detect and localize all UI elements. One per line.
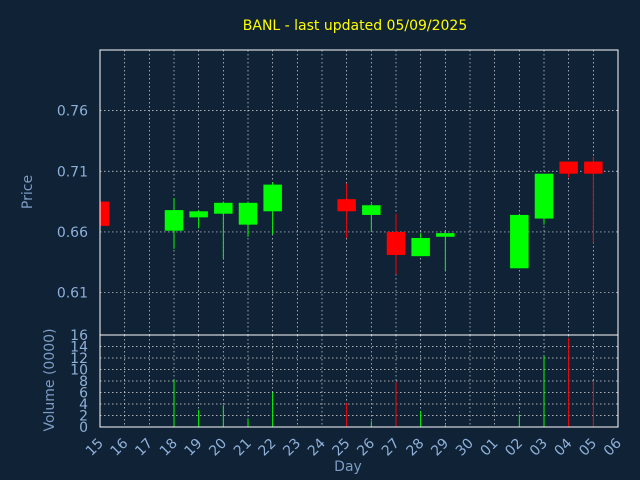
volume-bars: [173, 337, 594, 427]
x-tick-label: 26: [354, 435, 378, 459]
candle-21: [238, 201, 258, 237]
candle-28: [411, 233, 430, 257]
x-tick-label: 01: [478, 436, 502, 460]
volume-tick-label: 16: [70, 328, 88, 344]
candle-18: [164, 197, 184, 249]
candle-body: [386, 231, 406, 255]
candle-body: [100, 201, 110, 226]
x-tick-label: 23: [280, 436, 304, 460]
candle-body: [238, 202, 258, 225]
candle-25: [337, 183, 356, 238]
x-tick-label: 15: [83, 436, 107, 460]
candle-20: [214, 201, 233, 259]
plot-frames: [99, 49, 619, 428]
x-tick-label: 28: [404, 436, 428, 460]
volume-tick-label: 8: [79, 374, 88, 390]
price-axis-label: Price: [20, 175, 36, 209]
candle-02: [510, 213, 529, 269]
candles: [99, 156, 603, 275]
price-tick-label: 0.71: [57, 164, 88, 180]
price-tick-label: 0.61: [57, 286, 88, 302]
candle-body: [164, 210, 184, 231]
candle-27: [386, 213, 406, 275]
x-tick-label: 18: [157, 436, 181, 460]
x-tick-label: 19: [182, 436, 206, 460]
x-tick-label: 22: [256, 436, 280, 460]
candle-22: [263, 182, 282, 235]
x-tick-label: 24: [305, 435, 329, 459]
x-tick-label: 27: [379, 436, 403, 460]
volume-tick-label: 0: [79, 420, 88, 436]
candle-19: [189, 210, 208, 229]
candle-29: [436, 231, 455, 271]
x-tick-label: 16: [108, 435, 132, 459]
x-tick-label: 06: [601, 435, 625, 459]
candle-body: [411, 237, 430, 257]
candle-05: [584, 156, 603, 243]
price-tick-label: 0.66: [57, 225, 88, 241]
candle-body: [214, 202, 233, 214]
candle-03: [534, 173, 554, 225]
price-tick-label: 0.76: [57, 104, 88, 120]
candle-body: [337, 199, 356, 212]
x-tick-label: 30: [453, 436, 477, 460]
volume-tick-label: 10: [70, 363, 88, 379]
volume-tick-label: 4: [79, 397, 88, 413]
candle-body: [362, 205, 381, 215]
grid-layer: [99, 50, 619, 428]
volume-tick-label: 2: [79, 409, 88, 425]
x-tick-label: 17: [132, 436, 156, 460]
candle-26: [362, 204, 381, 232]
candle-body: [189, 211, 208, 218]
volume-tick-label: 14: [70, 340, 88, 356]
volume-tick-label: 6: [79, 386, 88, 402]
x-tick-label: 04: [552, 435, 576, 459]
candle-body: [559, 161, 578, 174]
x-axis-label: Day: [334, 459, 362, 475]
x-tick-label: 05: [576, 436, 600, 460]
x-tick-label: 20: [206, 436, 230, 460]
candle-15: [99, 201, 110, 226]
candle-body: [510, 214, 529, 269]
candle-04: [559, 161, 578, 178]
volume-tick-label: 12: [70, 351, 88, 367]
x-tick-label: 29: [428, 436, 452, 460]
candle-body: [263, 184, 282, 212]
candle-body: [436, 233, 455, 237]
candle-body: [584, 161, 603, 174]
x-tick-label: 25: [330, 436, 354, 460]
volume-panel-frame: [99, 334, 619, 428]
chart-title: BANL - last updated 05/09/2025: [243, 18, 467, 34]
candle-body: [534, 173, 554, 219]
x-tick-label: 21: [231, 436, 255, 460]
volume-axis-label: Volume (0000): [42, 328, 58, 431]
x-tick-label: 03: [527, 436, 551, 460]
x-tick-label: 02: [502, 436, 526, 460]
